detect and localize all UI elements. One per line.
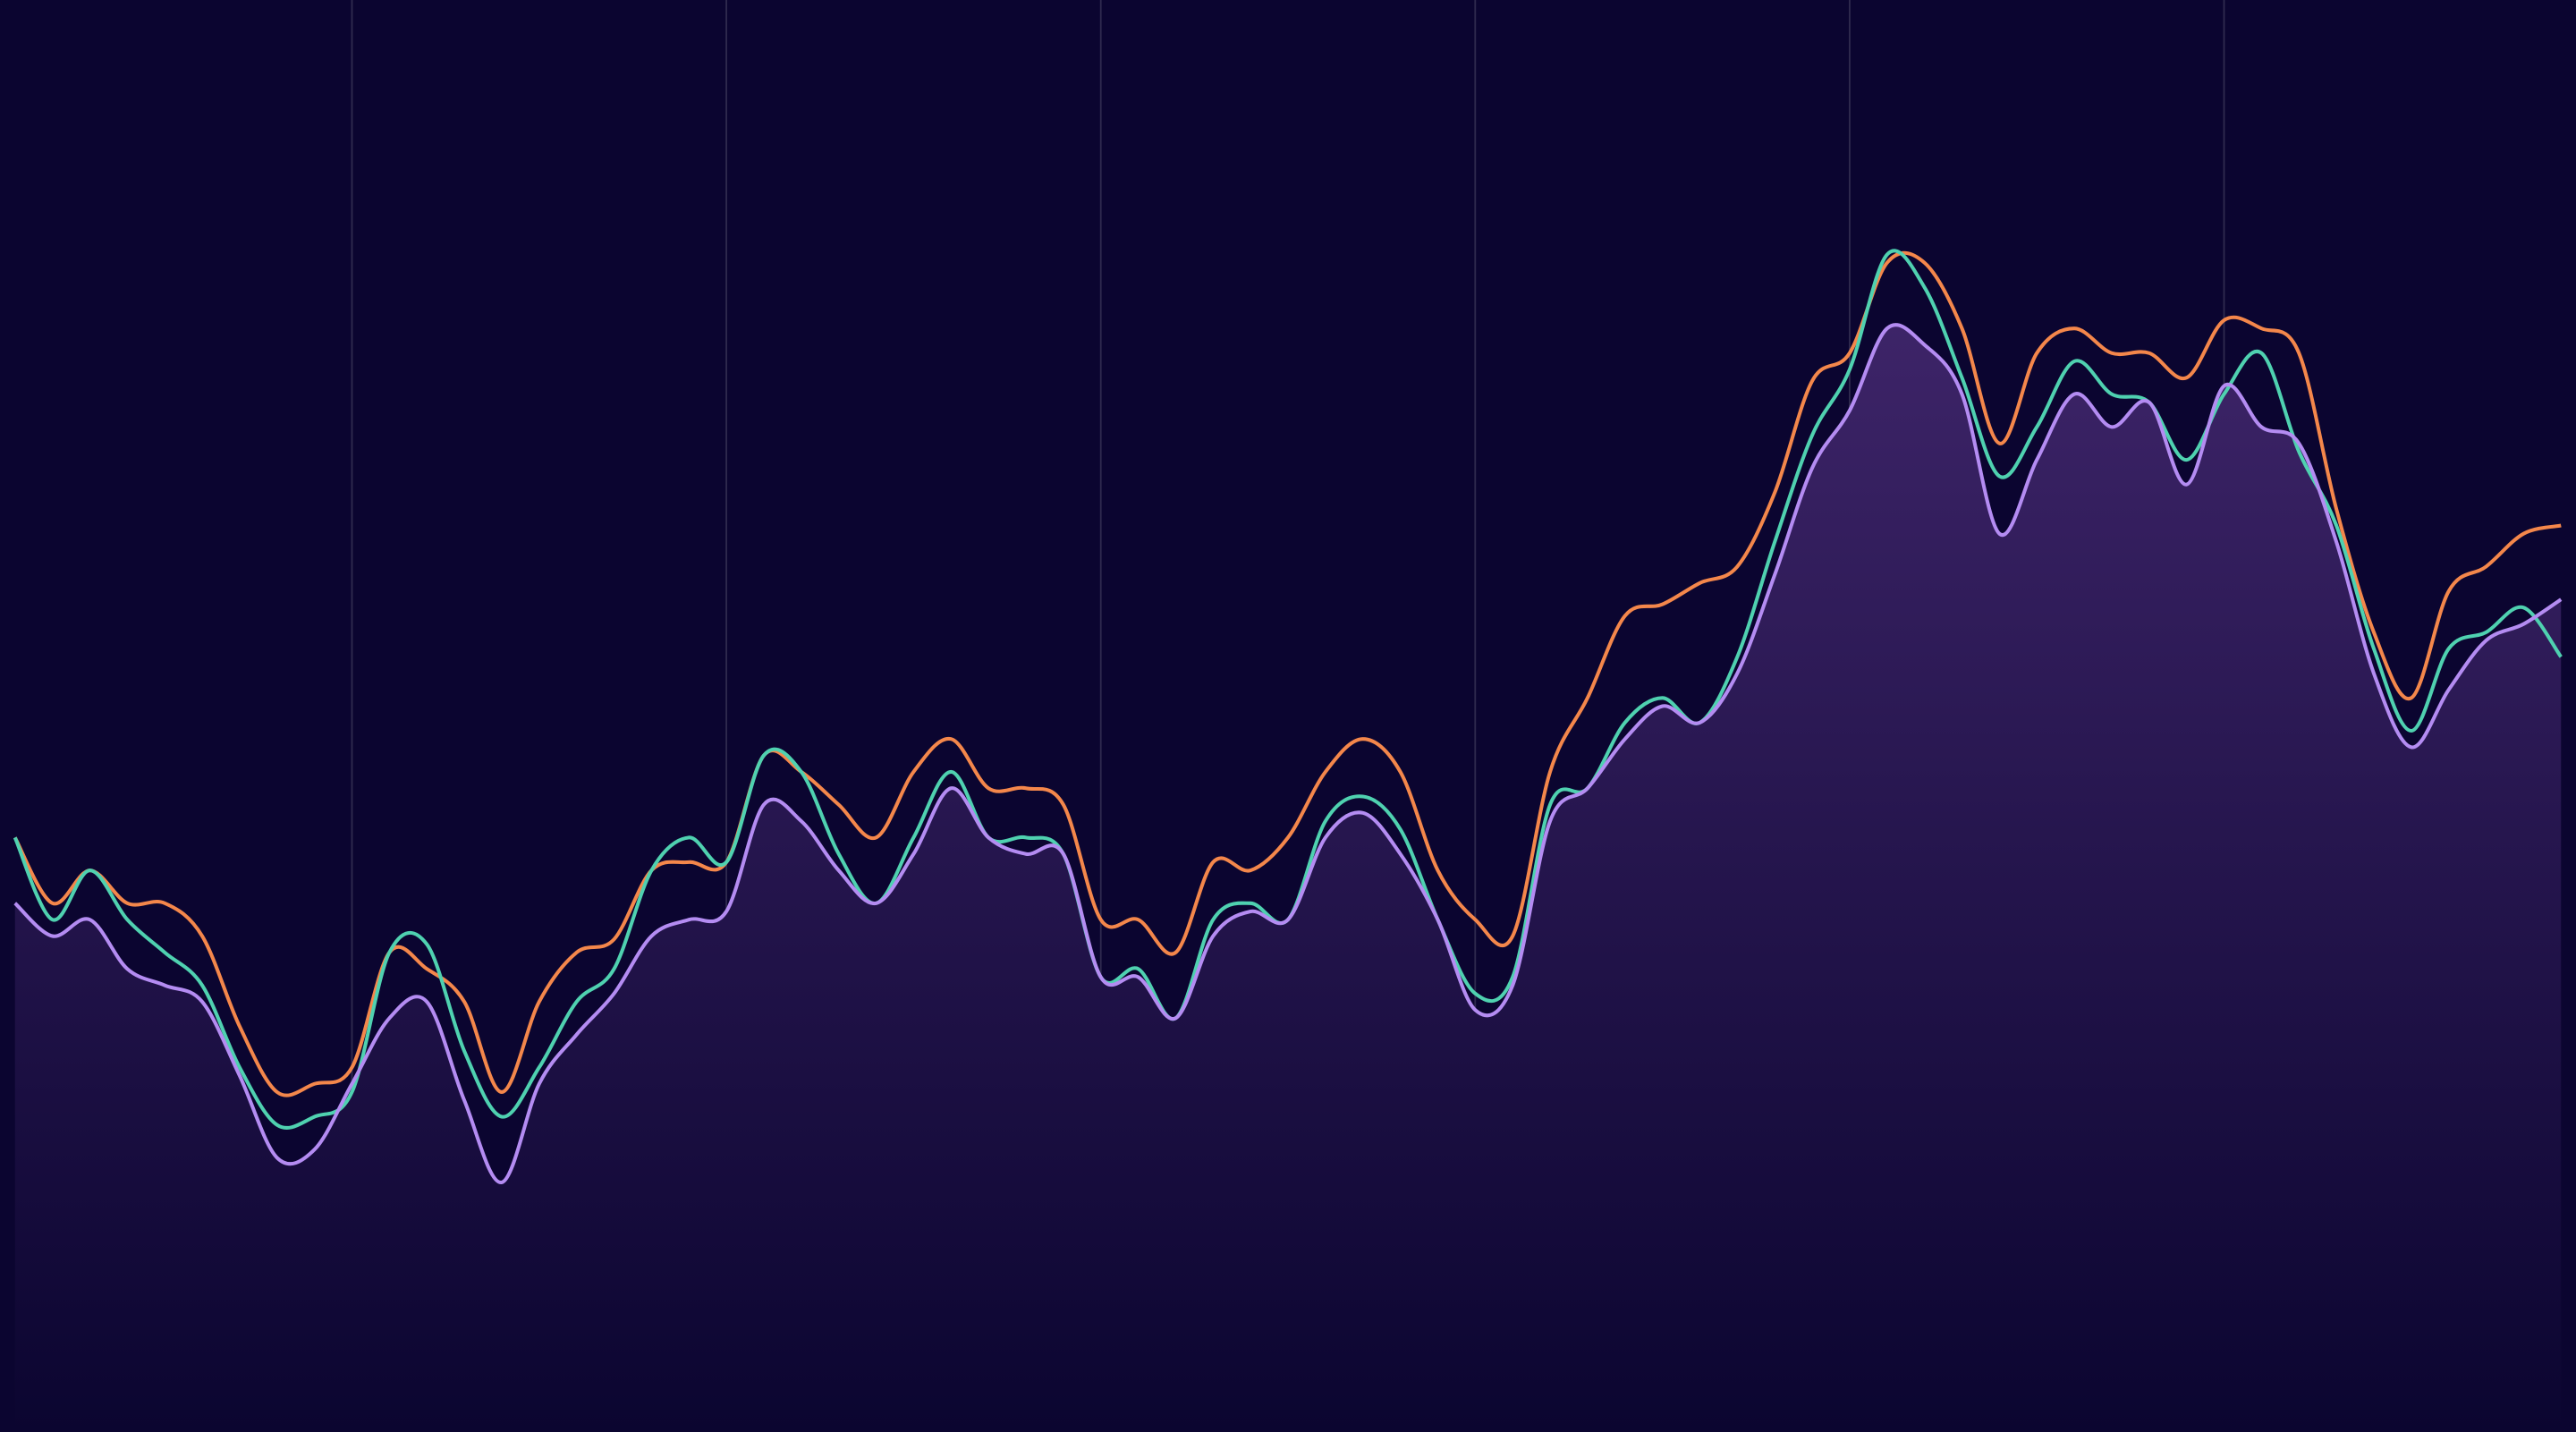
line (13, 323, 2563, 1184)
line (13, 250, 2562, 1097)
area (14, 325, 2562, 1432)
